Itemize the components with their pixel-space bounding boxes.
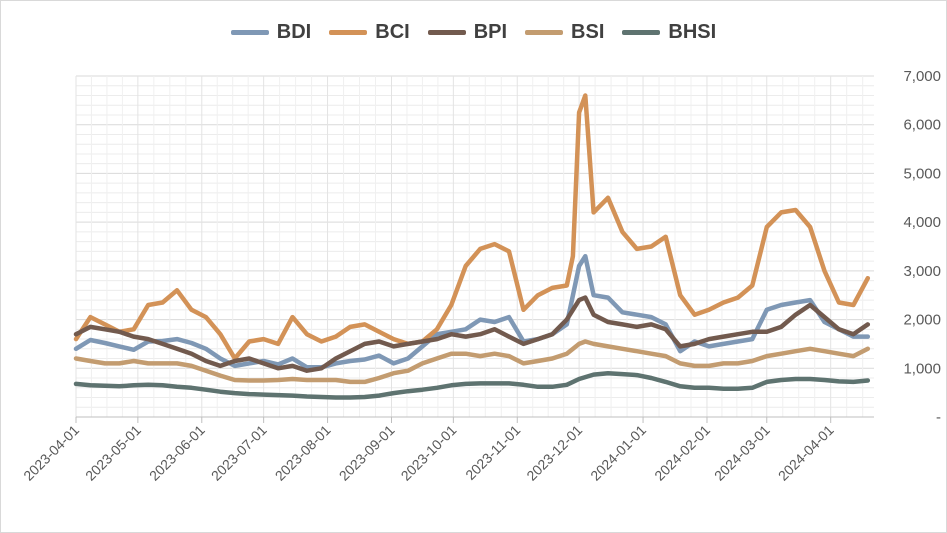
x-tick-label: 2023-10-01 (398, 422, 460, 484)
legend-swatch-bdi (230, 30, 269, 35)
x-tick-label: 2024-03-01 (711, 422, 773, 484)
y-tick-label: 4,000 (903, 214, 941, 231)
legend-label-bci: BCI (375, 21, 410, 43)
y-tick-label: 3,000 (903, 263, 941, 280)
y-tick-label: 5,000 (903, 165, 941, 182)
x-tick-label: 2024-04-01 (775, 422, 837, 484)
y-tick-label: 1,000 (903, 360, 941, 377)
x-tick-label: 2023-12-01 (523, 422, 585, 484)
x-tick-label: 2023-11-01 (462, 422, 523, 483)
x-tick-label: 2024-01-01 (587, 422, 649, 484)
x-tick-label: 2023-06-01 (146, 422, 208, 484)
y-tick-label: 7,000 (903, 68, 941, 85)
series-line-bpi (73, 295, 871, 373)
series-line-bdi (73, 253, 871, 370)
legend-swatch-bpi (427, 30, 466, 35)
x-tick-label: 2023-08-01 (272, 422, 334, 484)
y-tick-label: 2,000 (903, 312, 941, 329)
legend-swatch-bci (329, 30, 368, 35)
legend-swatch-bsi (525, 30, 564, 35)
chart-legend: BDI BCI BPI BSI BHSI (1, 21, 946, 44)
x-tick-label: 2024-02-01 (651, 422, 713, 484)
legend-item-bhsi: BHSI (622, 21, 716, 44)
legend-label-bpi: BPI (473, 21, 508, 43)
legend-label-bdi: BDI (276, 21, 312, 43)
legend-item-bsi: BSI (525, 21, 604, 44)
y-tick-label: 6,000 (903, 117, 941, 134)
legend-swatch-bhsi (622, 30, 661, 35)
legend-label-bsi: BSI (571, 21, 605, 43)
series-line-bhsi (73, 370, 871, 400)
legend-item-bci: BCI (329, 21, 410, 44)
series-line-bsi (73, 339, 871, 385)
y-tick-label: - (936, 409, 941, 426)
x-tick-label: 2023-09-01 (336, 422, 398, 484)
legend-label-bhsi: BHSI (668, 21, 717, 43)
legend-item-bdi: BDI (230, 21, 312, 44)
x-tick-label: 2023-05-01 (82, 422, 144, 484)
legend-item-bpi: BPI (427, 21, 508, 44)
x-tick-label: 2023-04-01 (20, 422, 82, 484)
x-tick-label: 2023-07-01 (208, 422, 270, 484)
series-line-bci (73, 93, 871, 361)
